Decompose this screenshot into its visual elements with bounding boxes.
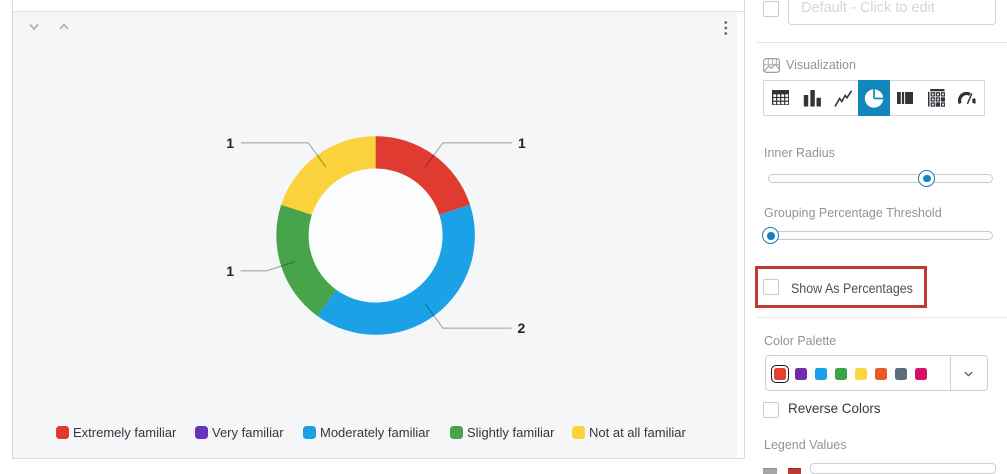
svg-text:2: 2 — [518, 320, 526, 336]
svg-text:1: 1 — [226, 135, 234, 151]
svg-text:1: 1 — [226, 263, 234, 279]
svg-text:1: 1 — [518, 135, 526, 151]
